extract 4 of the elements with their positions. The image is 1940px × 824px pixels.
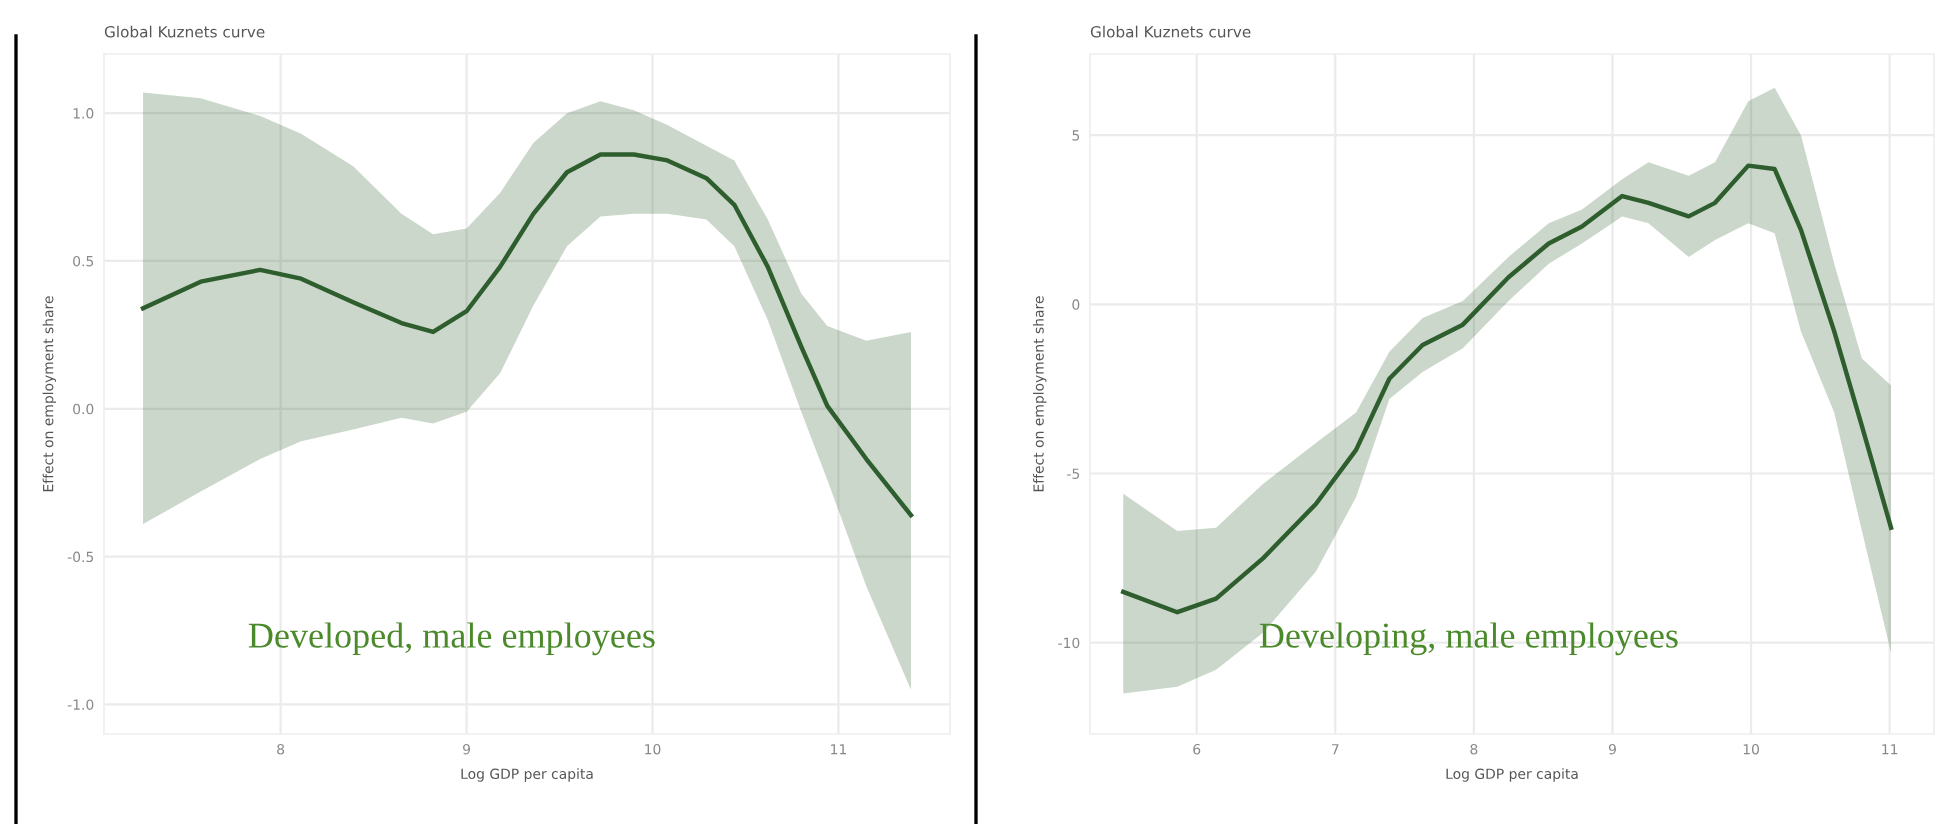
annotation: Developing, male employees [1259, 622, 1678, 656]
annotation: Developed, male employees [248, 622, 655, 656]
line-series [1121, 163, 1894, 615]
line-series [140, 152, 914, 518]
